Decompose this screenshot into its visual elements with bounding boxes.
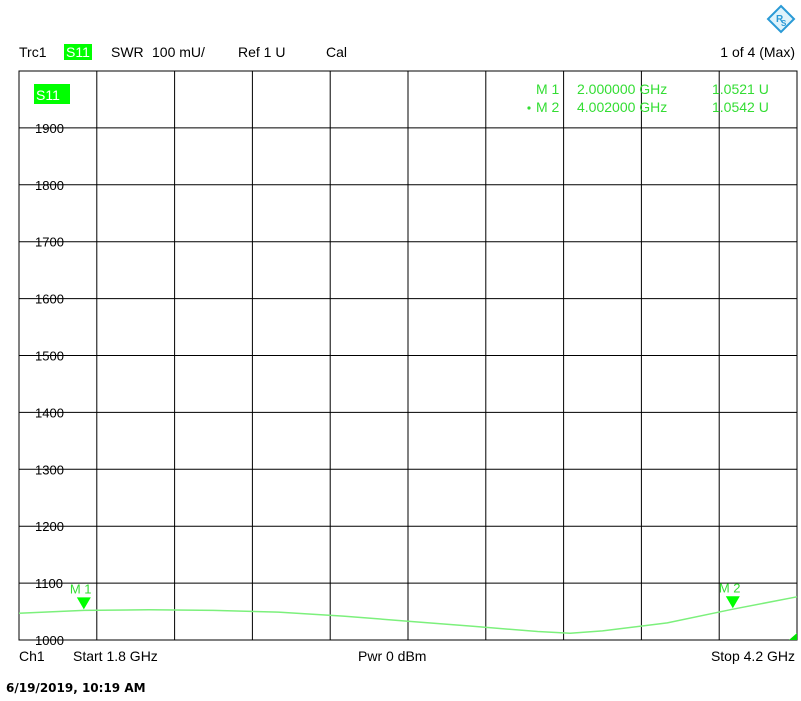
- y-tick-label: 1900: [35, 121, 64, 136]
- start-frequency: Start 1.8 GHz: [73, 648, 158, 664]
- marker-label: M 2: [719, 580, 741, 595]
- trace-label: S11: [36, 87, 60, 103]
- scroll-corner-icon: [789, 633, 797, 640]
- y-tick-label: 1600: [35, 292, 64, 307]
- marker-table: M 1 2.000000 GHz 1.0521 U M 2 4.002000 GHz 1.…: [527, 81, 769, 115]
- trace-format: SWR: [111, 44, 144, 60]
- s11-trace-line: [18, 596, 798, 634]
- y-tick-label: 1500: [35, 349, 64, 364]
- source-power: Pwr 0 dBm: [358, 648, 427, 664]
- marker-table-label: M 2: [536, 99, 560, 115]
- trace-name: Trc1: [19, 44, 47, 60]
- stop-frequency: Stop 4.2 GHz: [710, 648, 795, 664]
- y-tick-label: 1300: [35, 462, 64, 477]
- trace-label-badge[interactable]: [34, 84, 70, 104]
- marker-table-frequency: 4.002000 GHz: [577, 99, 667, 115]
- svg-text:R: R: [776, 14, 784, 25]
- trace-parameter-badge[interactable]: S11: [64, 44, 92, 60]
- marker-table-frequency: 2.000000 GHz: [577, 81, 667, 97]
- calibration-status: Cal: [326, 44, 348, 60]
- marker-table-label: M 1: [536, 81, 560, 97]
- y-tick-label: 1100: [35, 576, 63, 591]
- chart-grid: [18, 70, 798, 641]
- y-tick-label: 1000: [35, 633, 64, 648]
- trace-reference: Ref 1 U: [238, 44, 286, 60]
- y-tick-label: 1700: [35, 235, 64, 250]
- channel-label: Ch1: [19, 648, 45, 664]
- timestamp: 6/19/2019, 10:19 AM: [6, 681, 146, 695]
- marker-triangle-icon: [76, 597, 91, 610]
- svg-text:S: S: [781, 19, 787, 28]
- trace-scale: 100 mU/: [152, 44, 205, 60]
- page-indicator: 1 of 4 (Max): [720, 44, 795, 60]
- y-tick-label: 1200: [35, 519, 64, 534]
- marker-table-value: 1.0542 U: [712, 99, 769, 115]
- y-axis-ticks: 1900 1800 1700 1600 1500 1400 1300 1200 1100 1000: [35, 121, 64, 648]
- y-tick-label: 1400: [35, 405, 64, 420]
- marker-label: M 1: [70, 581, 92, 596]
- marker-triangle-icon: [725, 596, 740, 609]
- trace-markers: M 1 M 2: [70, 580, 741, 610]
- y-tick-label: 1800: [35, 178, 64, 193]
- active-marker-dot: [527, 106, 531, 110]
- rohde-schwarz-logo-icon: R S: [766, 4, 796, 34]
- marker-table-value: 1.0521 U: [712, 81, 769, 97]
